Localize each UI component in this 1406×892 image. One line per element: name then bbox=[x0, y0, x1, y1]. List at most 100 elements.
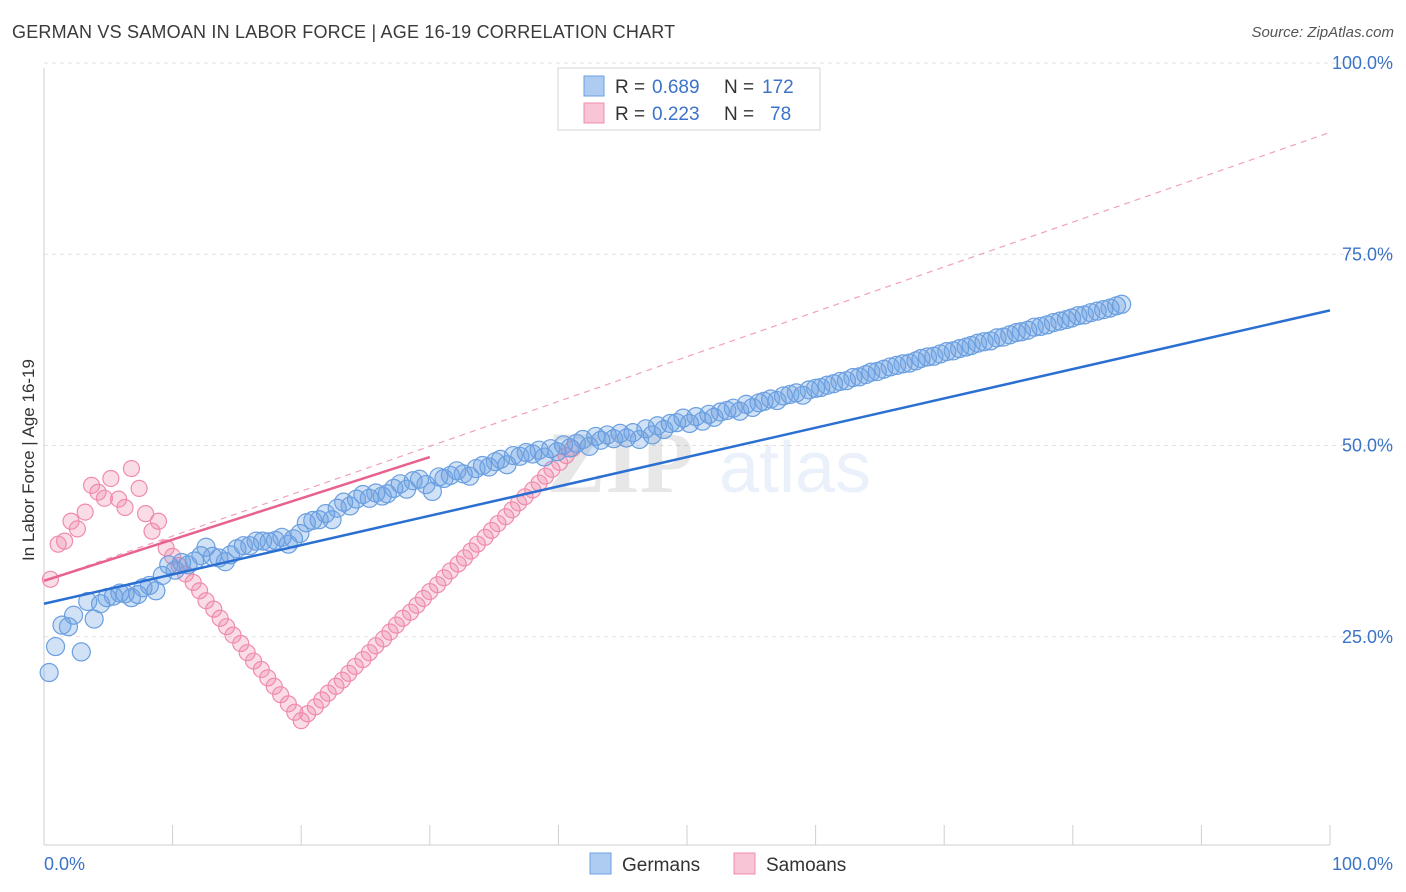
x-tick-labels: 0.0% 100.0% bbox=[44, 854, 1393, 874]
y-axis-label: In Labor Force | Age 16-19 bbox=[19, 359, 38, 561]
samoan-point bbox=[408, 596, 426, 614]
german-point bbox=[472, 455, 493, 476]
samoan-point bbox=[327, 677, 345, 695]
stats-legend: R = 0.689 N = 172 R = 0.223 N = 78 bbox=[557, 67, 821, 131]
bottom-legend-samoans: Samoans bbox=[766, 855, 846, 876]
german-point bbox=[58, 617, 79, 637]
y-tick-label: 100.0% bbox=[1332, 53, 1393, 73]
legend-r-germans: 0.689 bbox=[652, 77, 700, 98]
german-point bbox=[45, 636, 66, 657]
samoan-point bbox=[455, 549, 474, 567]
samoan-point bbox=[374, 630, 393, 648]
samoan-point bbox=[360, 644, 378, 662]
samoan-point bbox=[205, 600, 223, 618]
bottom-legend-swatch-germans bbox=[589, 852, 612, 875]
german-point bbox=[1006, 322, 1026, 343]
svg-text:atlas: atlas bbox=[719, 428, 871, 508]
german-point bbox=[1031, 316, 1051, 337]
samoan-point bbox=[462, 542, 480, 560]
legend-n-label-germans: N = bbox=[724, 77, 754, 98]
samoan-trend-line bbox=[43, 455, 431, 583]
samoan-point bbox=[503, 501, 521, 519]
german-points bbox=[39, 294, 1132, 683]
german-point bbox=[799, 380, 819, 400]
y-tick-label: 25.0% bbox=[1342, 627, 1393, 647]
x-tick-label: 0.0% bbox=[44, 854, 85, 874]
samoan-point bbox=[428, 576, 447, 594]
trend-lines bbox=[43, 131, 1331, 605]
samoan-point bbox=[476, 528, 494, 546]
german-point bbox=[699, 404, 719, 424]
german-point bbox=[322, 510, 342, 530]
y-tick-label: 50.0% bbox=[1342, 436, 1393, 456]
samoan-point bbox=[232, 634, 250, 653]
legend-r-samoans: 0.223 bbox=[652, 104, 700, 125]
samoan-point bbox=[482, 521, 501, 540]
samoan-point bbox=[95, 489, 114, 507]
german-point bbox=[1094, 300, 1114, 320]
samoan-point bbox=[414, 589, 432, 608]
samoan-point bbox=[76, 503, 94, 521]
axes bbox=[43, 68, 1331, 846]
samoan-point bbox=[102, 469, 120, 488]
samoan-point bbox=[136, 505, 155, 523]
german-point bbox=[63, 605, 84, 625]
samoan-point bbox=[191, 582, 209, 600]
german-point bbox=[805, 378, 826, 398]
grid bbox=[44, 62, 1395, 638]
samoan-point bbox=[143, 522, 161, 540]
series-legend: Germans Samoans bbox=[589, 852, 846, 876]
samoan-point bbox=[55, 532, 74, 550]
samoan-point bbox=[292, 712, 310, 730]
x-tick-label: 100.0% bbox=[1332, 854, 1393, 874]
german-point bbox=[1011, 322, 1031, 342]
german-point bbox=[71, 642, 91, 662]
german-point bbox=[403, 471, 423, 491]
samoan-point bbox=[435, 569, 453, 587]
legend-swatch-germans bbox=[583, 75, 605, 97]
german-point bbox=[377, 484, 397, 504]
german-point bbox=[259, 532, 279, 552]
german-point bbox=[710, 402, 731, 422]
bottom-legend-swatch-samoans bbox=[733, 852, 756, 875]
german-trend-line bbox=[43, 309, 1331, 605]
samoan-point bbox=[449, 555, 467, 573]
samoan-point bbox=[536, 467, 555, 485]
german-point bbox=[1050, 311, 1070, 331]
german-point bbox=[1112, 294, 1132, 314]
bottom-legend-germans: Germans bbox=[622, 855, 700, 876]
samoan-point bbox=[340, 664, 358, 682]
y-tick-label: 75.0% bbox=[1342, 244, 1393, 264]
chart-source: Source: ZipAtlas.com bbox=[1251, 24, 1394, 41]
german-point bbox=[579, 436, 599, 456]
samoan-point bbox=[89, 483, 107, 501]
samoan-point bbox=[149, 512, 168, 530]
samoan-point bbox=[116, 498, 134, 517]
german-point bbox=[290, 523, 310, 544]
chart-title: GERMAN VS SAMOAN IN LABOR FORCE | AGE 16… bbox=[12, 22, 676, 42]
samoan-point bbox=[387, 616, 405, 634]
legend-swatch-samoans bbox=[583, 102, 605, 124]
legend-n-label-samoans: N = bbox=[724, 104, 754, 125]
german-point bbox=[409, 469, 430, 489]
german-point bbox=[974, 332, 994, 352]
german-point bbox=[950, 338, 970, 359]
samoan-point bbox=[313, 691, 331, 709]
samoan-point bbox=[68, 520, 87, 538]
german-point bbox=[460, 466, 480, 486]
german-point bbox=[233, 536, 253, 556]
legend-n-germans: 172 bbox=[762, 77, 794, 98]
samoan-point bbox=[333, 671, 351, 689]
german-point bbox=[830, 371, 850, 392]
samoan-point bbox=[306, 698, 324, 716]
legend-r-label-germans: R = bbox=[615, 77, 645, 98]
legend-r-label-samoans: R = bbox=[615, 104, 645, 125]
german-point bbox=[660, 413, 680, 434]
german-point bbox=[817, 375, 837, 395]
samoan-point bbox=[130, 479, 148, 498]
german-point bbox=[39, 662, 59, 683]
german-point bbox=[629, 429, 650, 450]
german-point bbox=[490, 449, 511, 469]
samoan-point bbox=[122, 459, 141, 478]
